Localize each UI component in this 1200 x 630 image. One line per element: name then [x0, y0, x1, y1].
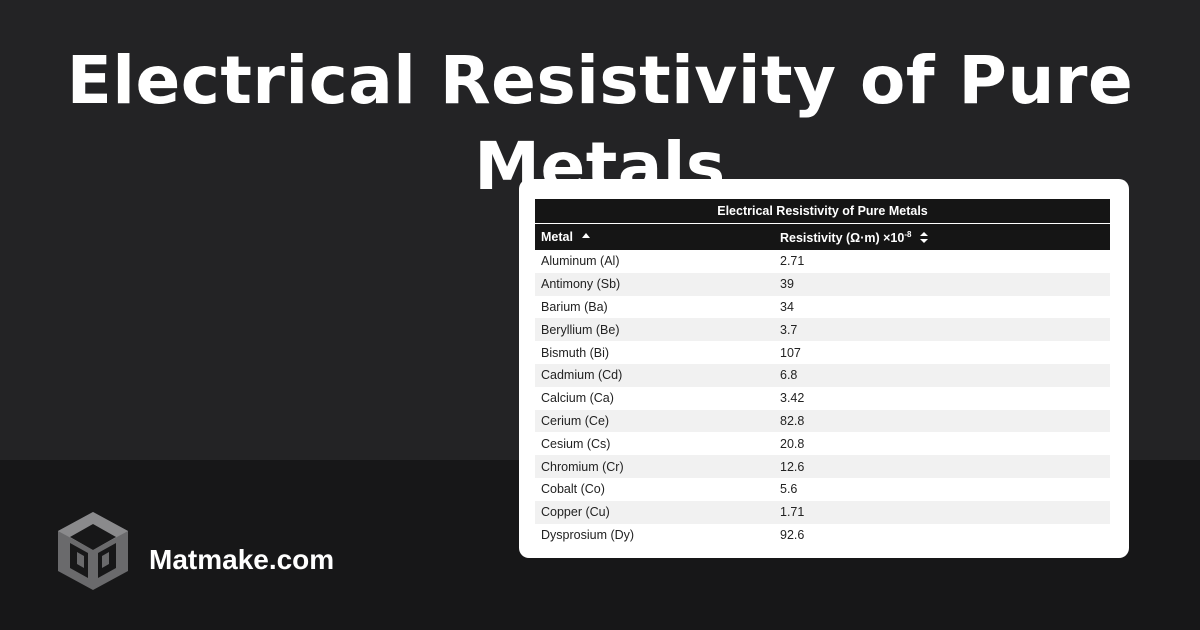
resistivity-cell: 82.8 — [780, 413, 805, 428]
metal-cell: Cobalt (Co) — [541, 482, 605, 497]
table-row: Chromium (Cr) 12.6 — [535, 455, 1110, 478]
column-header-metal[interactable]: Metal — [535, 230, 780, 244]
table-card: Electrical Resistivity of Pure Metals Me… — [519, 179, 1129, 558]
sort-ascending-icon[interactable] — [581, 233, 590, 238]
brand-name[interactable]: Matmake.com — [149, 544, 335, 575]
column-header-resistivity-label: Resistivity (Ω·m) ×10 — [780, 230, 905, 245]
metal-cell: Calcium (Ca) — [541, 391, 614, 406]
metal-cell: Cesium (Cs) — [541, 436, 611, 451]
resistivity-cell: 107 — [780, 345, 801, 360]
resistivity-cell: 39 — [780, 277, 794, 292]
resistivity-cell: 6.8 — [780, 368, 798, 383]
table-row: Cobalt (Co) 5.6 — [535, 478, 1110, 501]
column-header-resistivity-exponent: -8 — [904, 229, 912, 239]
table-title: Electrical Resistivity of Pure Metals — [535, 199, 1110, 223]
table-row: Barium (Ba) 34 — [535, 296, 1110, 319]
column-header-metal-label: Metal — [541, 230, 573, 244]
table-header-row: Metal Resistivity (Ω·m) ×10-8 — [535, 223, 1110, 250]
resistivity-table: Electrical Resistivity of Pure Metals Me… — [535, 199, 1110, 546]
table-row: Antimony (Sb) 39 — [535, 272, 1110, 296]
resistivity-cell: 1.71 — [780, 505, 805, 520]
metal-cell: Antimony (Sb) — [541, 277, 621, 292]
metal-cell: Dysprosium (Dy) — [541, 527, 635, 542]
table-body: Aluminum (Al) 2.71 Antimony (Sb) 39 Barium (… — [535, 250, 1110, 546]
table-row: Bismuth (Bi) 107 — [535, 341, 1110, 364]
resistivity-cell: 92.6 — [780, 527, 805, 542]
table-row: Cerium (Ce) 82.8 — [535, 409, 1110, 433]
table-row: Cadmium (Cd) 6.8 — [535, 363, 1110, 387]
resistivity-cell: 2.71 — [780, 254, 805, 269]
resistivity-cell: 34 — [780, 299, 794, 314]
resistivity-cell: 12.6 — [780, 459, 805, 474]
metal-cell: Chromium (Cr) — [541, 459, 624, 474]
metal-cell: Barium (Ba) — [541, 299, 608, 314]
metal-cell: Beryllium (Be) — [541, 322, 620, 337]
page-title: Electrical Resistivity of Pure Metals — [66, 42, 1134, 205]
table-row: Calcium (Ca) 3.42 — [535, 387, 1110, 410]
table-row: Beryllium (Be) 3.7 — [535, 318, 1110, 342]
table-row: Aluminum (Al) 2.71 — [535, 250, 1110, 273]
resistivity-cell: 5.6 — [780, 482, 798, 497]
table-row: Cesium (Cs) 20.8 — [535, 432, 1110, 455]
metal-cell: Aluminum (Al) — [541, 254, 620, 269]
sort-both-icon[interactable] — [920, 231, 929, 243]
metal-cell: Copper (Cu) — [541, 505, 610, 520]
metal-cell: Cadmium (Cd) — [541, 368, 623, 383]
matmake-logo-icon[interactable] — [55, 510, 131, 592]
table-row: Copper (Cu) 1.71 — [535, 500, 1110, 524]
metal-cell: Cerium (Ce) — [541, 413, 610, 428]
resistivity-cell: 20.8 — [780, 436, 805, 451]
column-header-resistivity[interactable]: Resistivity (Ω·m) ×10-8 — [780, 230, 1110, 245]
table-row: Dysprosium (Dy) 92.6 — [535, 524, 1110, 547]
metal-cell: Bismuth (Bi) — [541, 345, 610, 360]
resistivity-cell: 3.7 — [780, 322, 798, 337]
resistivity-cell: 3.42 — [780, 391, 805, 406]
